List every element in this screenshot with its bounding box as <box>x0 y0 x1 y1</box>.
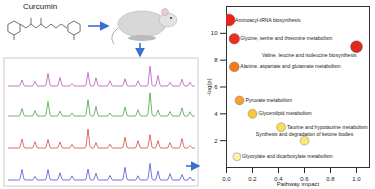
svg-text:4: 4 <box>214 111 218 117</box>
svg-text:Aminoacyl-tRNA biosynthesis: Aminoacyl-tRNA biosynthesis <box>235 17 301 23</box>
svg-text:0.8: 0.8 <box>326 176 335 182</box>
svg-text:Taurine and hypotaurine metabo: Taurine and hypotaurine metabolism <box>287 124 368 130</box>
svg-text:Glycine, serine and threonine: Glycine, serine and threonine metabolism <box>240 35 332 41</box>
svg-text:Pyruvate metabolism: Pyruvate metabolism <box>246 97 293 103</box>
svg-text:-log(p): -log(p) <box>206 78 212 95</box>
svg-text:2: 2 <box>214 138 218 144</box>
svg-text:Synthesis and degradation of k: Synthesis and degradation of ketone bodi… <box>256 131 354 137</box>
svg-text:0.2: 0.2 <box>248 176 257 182</box>
svg-text:Glyoxylate and dicarboxylate m: Glyoxylate and dicarboxylate metabolism <box>242 153 333 159</box>
svg-text:Glycerolipid metabolism: Glycerolipid metabolism <box>259 110 312 116</box>
svg-text:10: 10 <box>211 30 218 36</box>
svg-text:1.0: 1.0 <box>352 176 361 182</box>
svg-text:Alanine, aspartate and glutama: Alanine, aspartate and glutamate metabol… <box>240 63 340 69</box>
svg-text:Pathway impact: Pathway impact <box>277 181 320 187</box>
svg-text:Valine, leucine and isoleucine: Valine, leucine and isoleucine biosynthe… <box>262 52 357 58</box>
svg-text:0.6: 0.6 <box>300 175 309 182</box>
svg-text:Curcumin: Curcumin <box>23 2 57 11</box>
svg-text:0.4: 0.4 <box>274 175 283 182</box>
svg-text:8: 8 <box>214 57 218 63</box>
svg-text:6: 6 <box>214 84 218 90</box>
svg-text:0.0: 0.0 <box>222 176 231 182</box>
